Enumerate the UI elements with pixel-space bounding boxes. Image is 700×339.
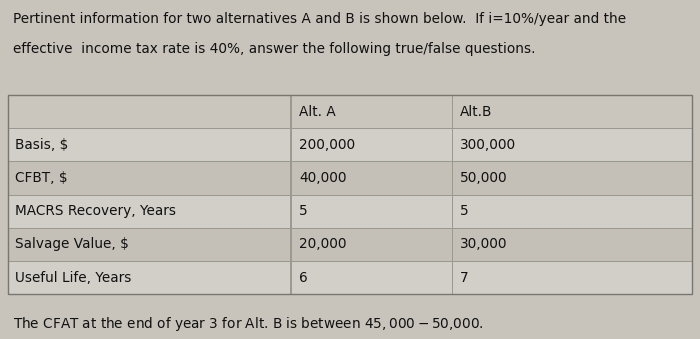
- Bar: [452, 195, 692, 228]
- Text: Salvage Value, $: Salvage Value, $: [15, 237, 129, 252]
- Text: 5: 5: [460, 204, 469, 218]
- Text: 6: 6: [299, 271, 307, 285]
- Bar: [8, 228, 290, 261]
- Text: 300,000: 300,000: [460, 138, 516, 152]
- Text: Alt.B: Alt.B: [460, 104, 492, 119]
- Bar: [452, 261, 692, 294]
- Bar: [8, 195, 290, 228]
- Bar: [290, 95, 452, 128]
- Text: effective  income tax rate is 40%, answer the following true/false questions.: effective income tax rate is 40%, answer…: [13, 42, 535, 56]
- Bar: [290, 228, 452, 261]
- Bar: [290, 128, 452, 161]
- Text: 30,000: 30,000: [460, 237, 508, 252]
- Text: Useful Life, Years: Useful Life, Years: [15, 271, 132, 285]
- Bar: [452, 128, 692, 161]
- Text: 200,000: 200,000: [299, 138, 355, 152]
- Bar: [290, 161, 452, 195]
- Bar: [8, 128, 290, 161]
- Text: 40,000: 40,000: [299, 171, 346, 185]
- Bar: [8, 161, 290, 195]
- Text: 5: 5: [299, 204, 307, 218]
- Text: MACRS Recovery, Years: MACRS Recovery, Years: [15, 204, 176, 218]
- Text: 7: 7: [460, 271, 468, 285]
- Text: CFBT, $: CFBT, $: [15, 171, 68, 185]
- Bar: [452, 228, 692, 261]
- Bar: [452, 161, 692, 195]
- Bar: [8, 261, 290, 294]
- Bar: [290, 195, 452, 228]
- Text: Alt. A: Alt. A: [299, 104, 336, 119]
- Text: 20,000: 20,000: [299, 237, 346, 252]
- Text: Basis, $: Basis, $: [15, 138, 69, 152]
- Text: 50,000: 50,000: [460, 171, 508, 185]
- Bar: [290, 261, 452, 294]
- Bar: [8, 95, 692, 294]
- Bar: [8, 95, 290, 128]
- Bar: [452, 95, 692, 128]
- Text: The CFAT at the end of year 3 for Alt. B is between $45,000-$50,000.: The CFAT at the end of year 3 for Alt. B…: [13, 315, 484, 333]
- Text: Pertinent information for two alternatives A and B is shown below.  If i=10%/yea: Pertinent information for two alternativ…: [13, 12, 626, 26]
